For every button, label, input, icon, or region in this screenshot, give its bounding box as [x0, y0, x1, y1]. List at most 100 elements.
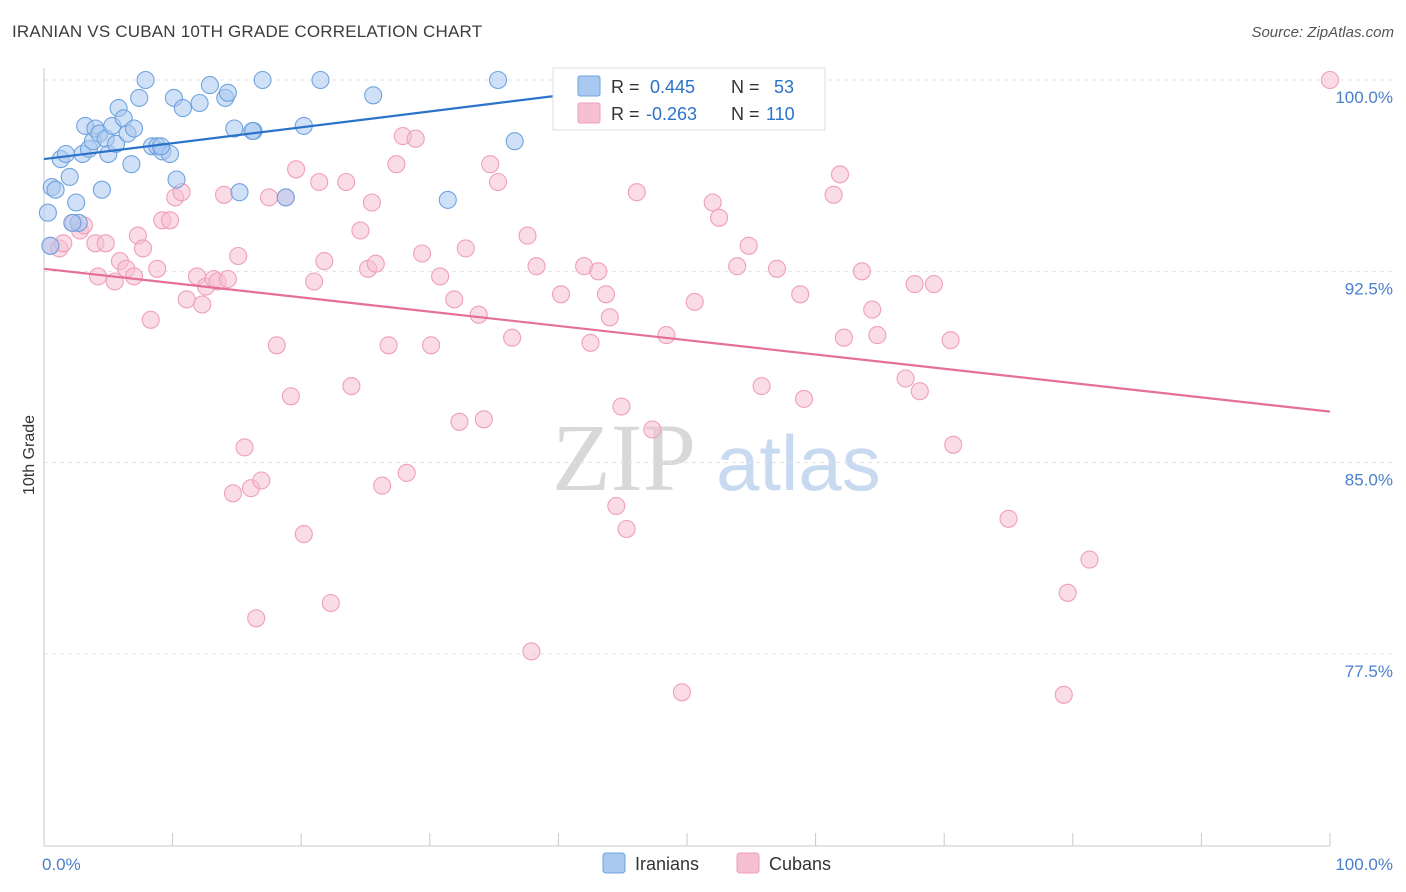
y-tick-label: 85.0% — [1345, 471, 1393, 490]
cubans-point — [1058, 583, 1077, 602]
iranians-point — [253, 70, 272, 90]
cubans-trend-line — [43, 267, 1331, 413]
cubans-point — [160, 211, 180, 230]
cubans-point — [406, 129, 425, 148]
cubans-point — [337, 172, 356, 192]
cubans-point — [685, 292, 704, 311]
cubans-point — [703, 193, 722, 212]
cubans-point — [643, 420, 662, 439]
cubans-point — [944, 435, 963, 454]
cubans-point — [924, 275, 943, 294]
stats-n-label-cubans: N = — [731, 104, 760, 124]
iranians-point — [438, 190, 457, 209]
cubans-point — [896, 369, 915, 388]
iranians-point — [106, 134, 126, 153]
stats-r-value-cubans: -0.263 — [646, 104, 697, 124]
cubans-point — [617, 519, 636, 539]
iranians-point — [41, 236, 60, 255]
iranians-point — [46, 180, 65, 199]
cubans-point — [612, 397, 631, 416]
cubans-point — [527, 257, 546, 276]
cubans-point — [1320, 70, 1340, 90]
iranians-point — [122, 155, 141, 174]
iranians-point — [505, 132, 524, 151]
legend-label-cubans: Cubans — [769, 854, 831, 874]
cubans-point — [752, 377, 771, 396]
stats-n-value-cubans: 110 — [766, 104, 795, 124]
cubans-point — [627, 183, 646, 202]
cubans-point — [607, 496, 626, 516]
stats-swatch-cubans — [577, 102, 601, 124]
cubans-point — [794, 389, 814, 408]
cubans-point — [596, 285, 616, 304]
cubans-point — [522, 642, 541, 661]
series-legend: Iranians Cubans — [602, 852, 831, 874]
cubans-point — [581, 333, 600, 352]
cubans-point — [863, 300, 882, 319]
cubans-point — [387, 155, 406, 174]
cubans-point — [413, 244, 432, 263]
y-tick-labels: 100.0% 92.5% 85.0% 77.5% — [1335, 88, 1393, 681]
cubans-point — [728, 257, 747, 276]
x-tick-label-max: 100.0% — [1335, 855, 1393, 874]
iranians-point — [200, 76, 219, 95]
cubans-point — [589, 262, 608, 281]
cubans-point — [247, 609, 266, 628]
x-ticks — [172, 833, 1331, 846]
cubans-point — [431, 267, 450, 286]
cubans-point — [999, 509, 1018, 528]
cubans-point — [551, 285, 571, 304]
cubans-point — [315, 252, 334, 271]
stats-r-value-iranians: 0.445 — [650, 77, 695, 97]
cubans-point — [373, 476, 392, 495]
cubans-point — [148, 259, 167, 278]
iranians-point — [92, 180, 111, 199]
cubans-point — [133, 239, 153, 258]
y-tick-label: 100.0% — [1335, 88, 1393, 107]
iranians-point — [136, 70, 155, 90]
cubans-point — [1054, 685, 1073, 704]
stats-n-label-iranians: N = — [731, 77, 760, 97]
cubans-point — [422, 336, 441, 355]
source-label: Source: ZipAtlas.com — [1251, 24, 1394, 41]
cubans-point — [229, 246, 248, 266]
iranians-point — [225, 119, 244, 138]
iranians-point — [130, 88, 149, 107]
iranians-point — [364, 86, 383, 105]
cubans-point — [469, 305, 488, 324]
legend-label-iranians: Iranians — [635, 854, 699, 874]
x-tick-label-min: 0.0% — [42, 855, 81, 874]
cubans-point — [310, 172, 329, 192]
cubans-point — [397, 463, 416, 482]
cubans-point — [379, 336, 398, 355]
iranians-point — [276, 188, 295, 207]
cubans-point — [791, 285, 810, 304]
cubans-point — [305, 272, 324, 291]
iranians-point — [488, 70, 508, 90]
stats-n-value-iranians: 53 — [774, 77, 794, 97]
iranians-point — [243, 121, 262, 141]
legend-swatch-cubans — [736, 852, 760, 874]
cubans-point — [96, 234, 115, 253]
stats-swatch-iranians — [577, 75, 601, 97]
cubans-point — [281, 387, 300, 406]
iranians-points — [38, 70, 731, 255]
stats-legend: R = 0.445 N = 53 R = -0.263 N = 110 — [552, 67, 826, 131]
cubans-point — [824, 185, 843, 204]
cubans-point — [672, 683, 691, 702]
cubans-point — [218, 269, 237, 289]
cubans-point — [852, 262, 871, 281]
cubans-point — [259, 188, 279, 207]
cubans-point — [124, 267, 144, 286]
cubans-point — [905, 275, 924, 294]
cubans-point — [739, 236, 758, 255]
iranians-point — [67, 193, 86, 212]
cubans-point — [362, 193, 381, 212]
cubans-point — [445, 290, 464, 309]
iranians-point — [38, 203, 57, 222]
cubans-point — [456, 239, 475, 258]
cubans-point — [1080, 550, 1099, 569]
cubans-point — [488, 172, 508, 192]
iranians-point — [56, 144, 75, 164]
